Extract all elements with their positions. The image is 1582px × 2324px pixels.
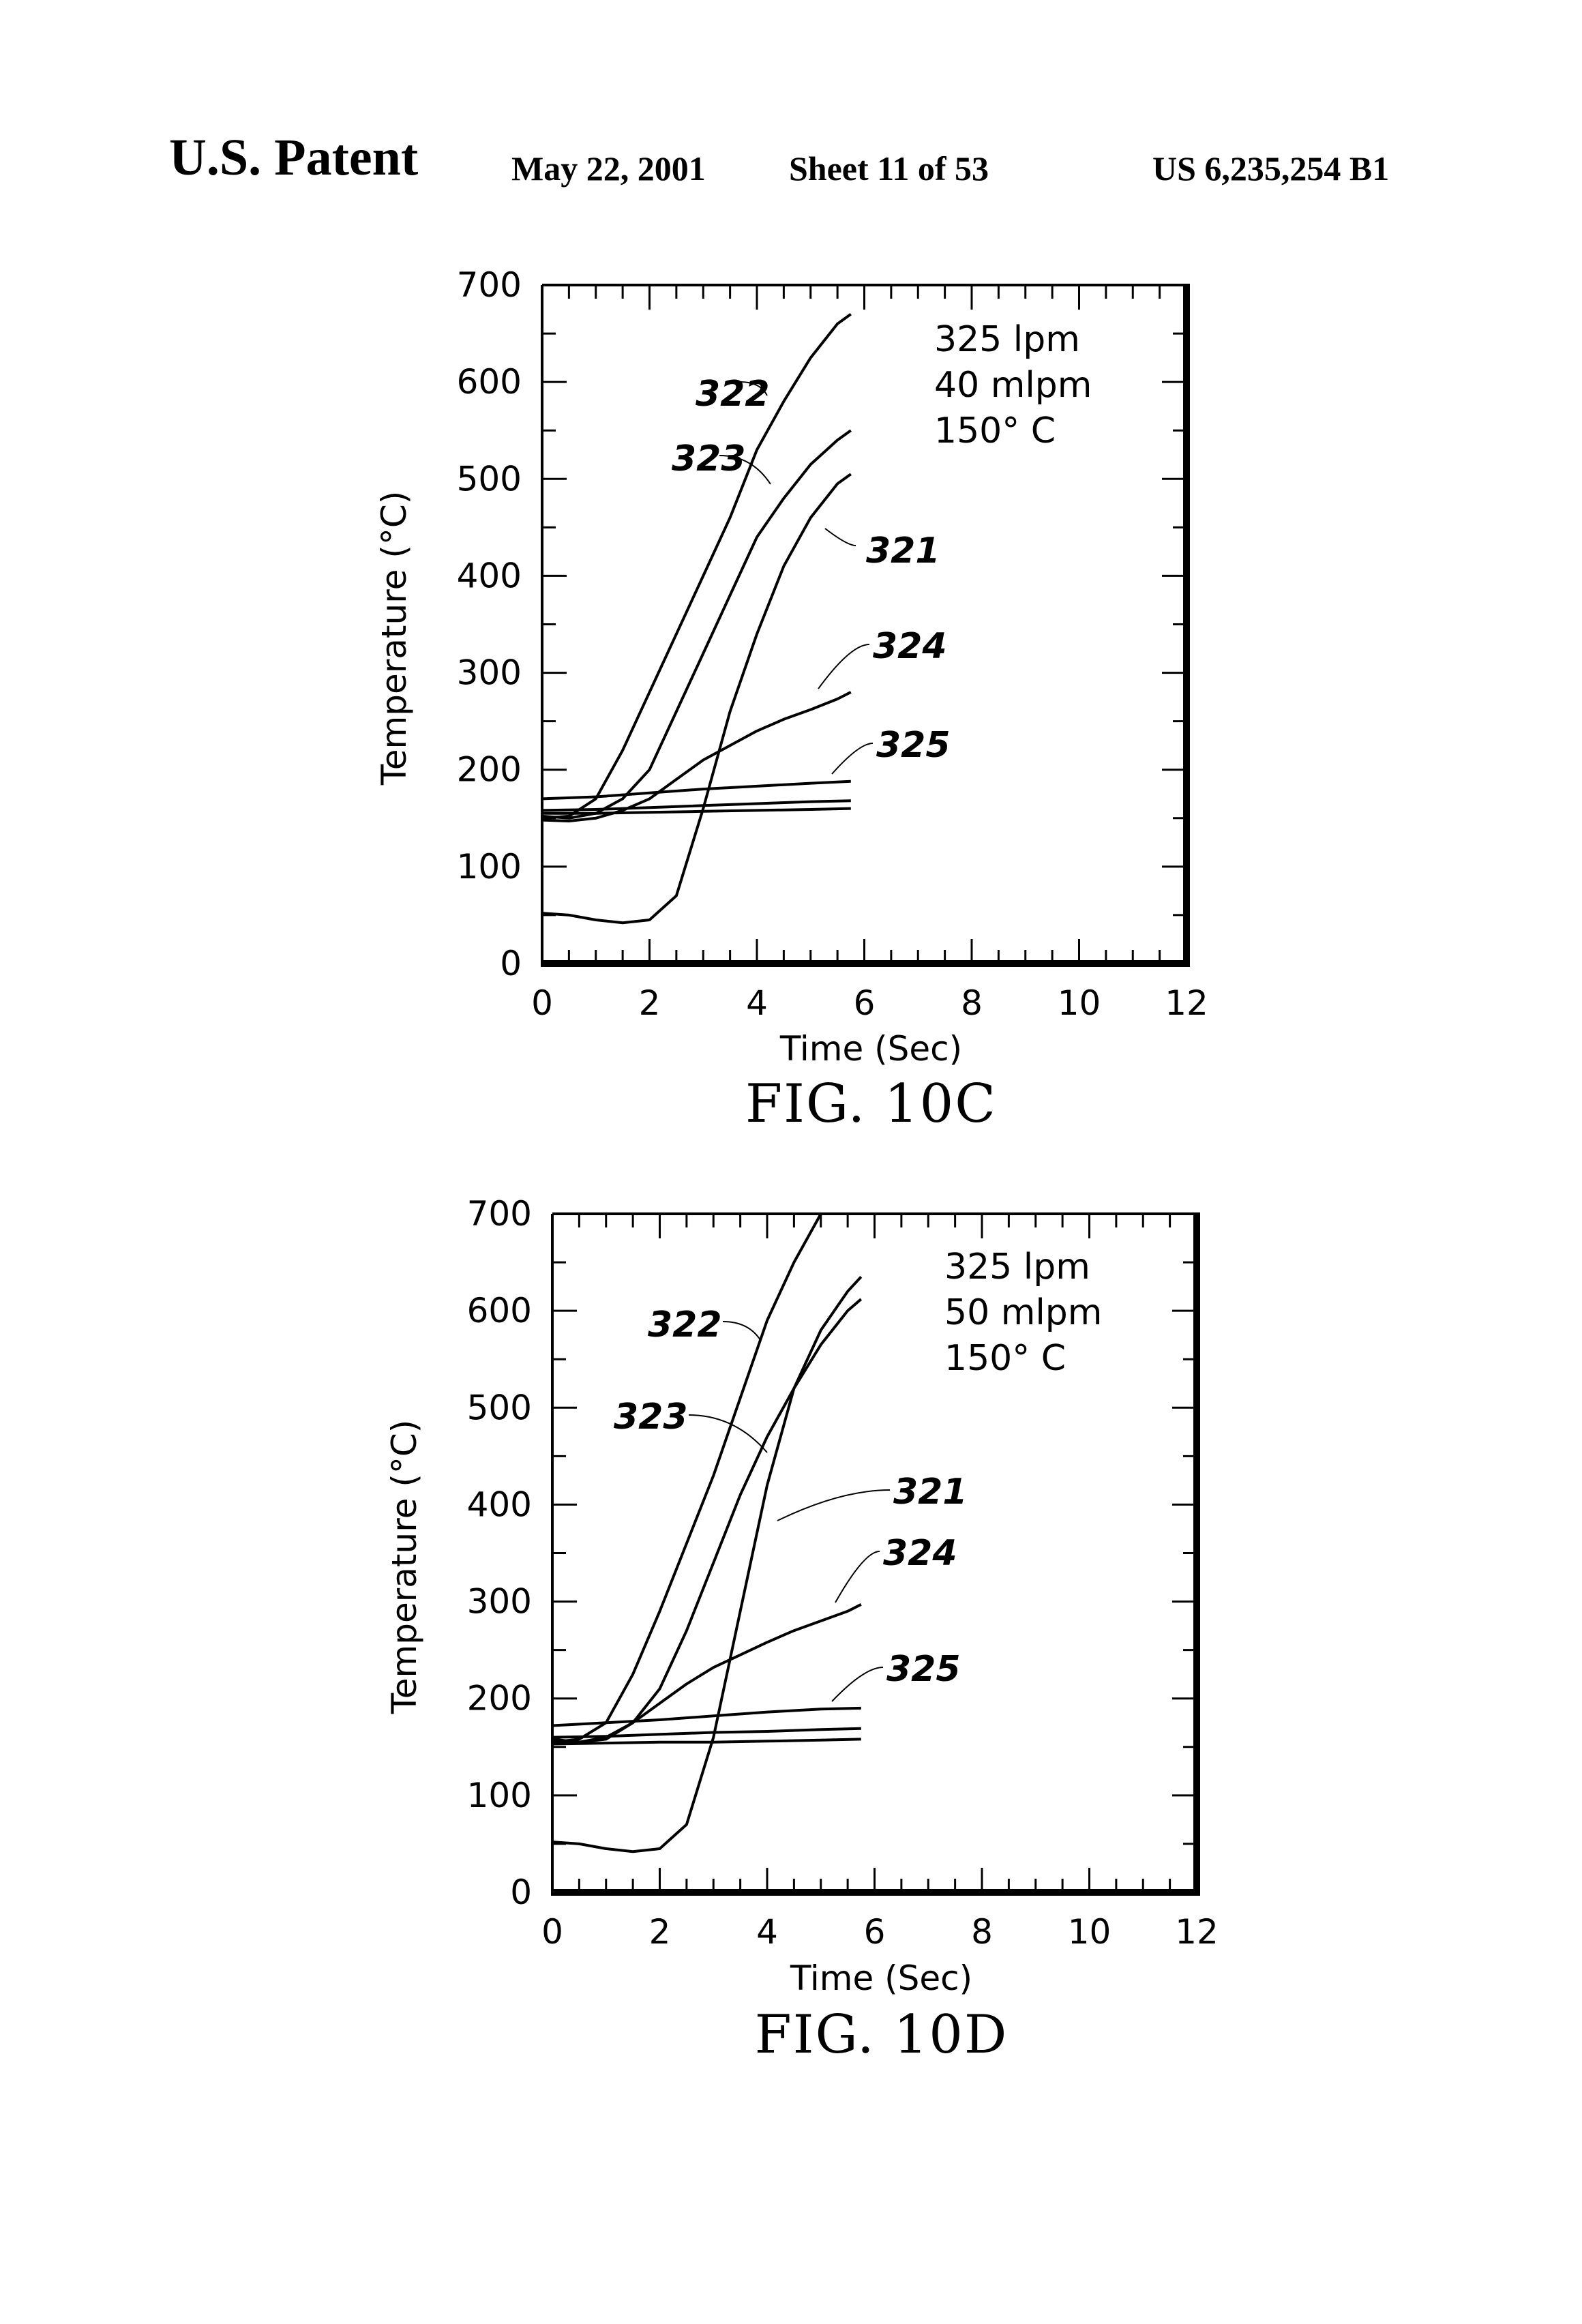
x-tick-label: 8 [961,983,983,1023]
y-tick-label: 0 [500,944,522,983]
y-axis-title: Temperature (°C) [374,491,414,786]
x-tick-label: 2 [639,983,661,1023]
series-325-line [542,781,851,799]
x-tick-label: 12 [1165,983,1208,1023]
x-tick-label: 4 [746,983,768,1023]
x-axis-title: Time (Sec) [779,1029,962,1069]
curve-label-322: 322 [696,374,770,415]
series-321-line [542,474,851,923]
x-tick-label: 10 [1058,983,1101,1023]
y-tick-label: 100 [457,847,522,887]
condition-text: 40 mlpm [934,365,1092,406]
condition-text: 325 lpm [934,319,1080,360]
x-tick-label: 6 [854,983,876,1023]
curve-leader-line [832,743,873,774]
x-tick-label: 0 [531,983,553,1023]
y-tick-label: 600 [457,362,522,402]
series-323-line [542,430,851,818]
curve-label-321: 321 [866,531,940,571]
y-tick-label: 500 [457,459,522,498]
y-tick-label: 300 [457,653,522,693]
figure-caption: FIG. 10C [745,1073,997,1135]
curve-leader-line [818,644,869,689]
curve-label-323: 323 [672,438,746,479]
curve-label-325: 325 [876,725,951,766]
condition-text: 150° C [934,411,1056,451]
y-tick-label: 700 [457,265,522,305]
curve-label-324: 324 [873,626,947,667]
y-tick-label: 400 [457,556,522,595]
curve-leader-line [825,528,856,546]
y-tick-label: 200 [457,750,522,790]
